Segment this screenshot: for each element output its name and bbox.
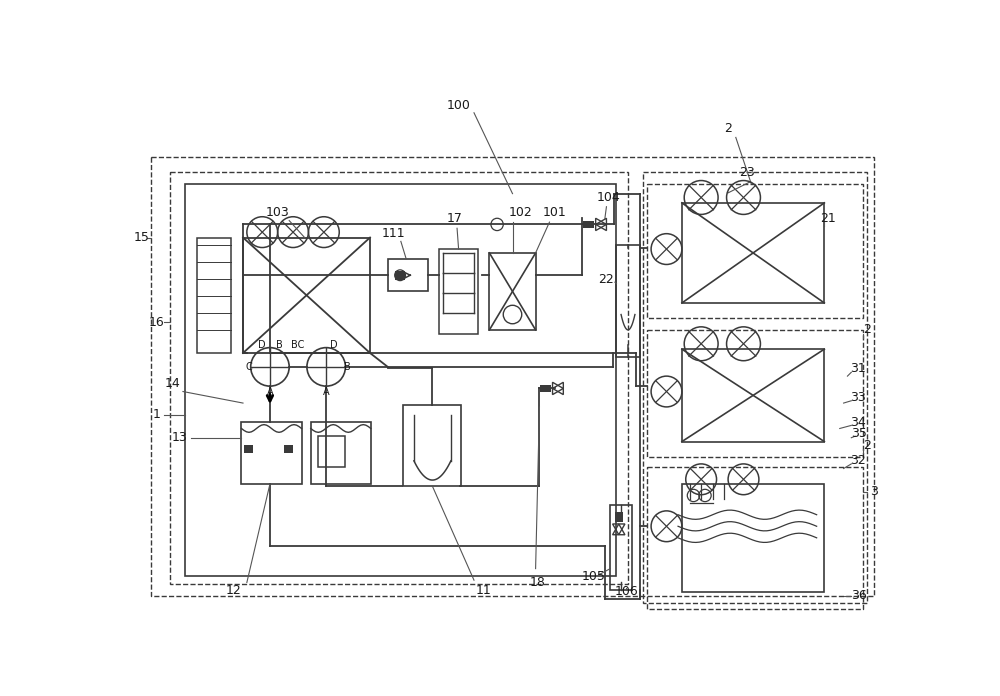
Bar <box>395 271 405 280</box>
Bar <box>439 249 478 334</box>
Text: 103: 103 <box>266 207 290 219</box>
Text: 34: 34 <box>850 416 865 429</box>
Text: B: B <box>344 362 351 372</box>
Text: B: B <box>276 340 283 350</box>
Bar <box>244 445 253 453</box>
Bar <box>616 245 640 357</box>
Text: C: C <box>245 362 252 372</box>
Bar <box>615 512 623 523</box>
Bar <box>197 237 231 353</box>
Text: 17: 17 <box>447 212 463 225</box>
Bar <box>682 484 824 592</box>
Text: 14: 14 <box>164 377 180 390</box>
Bar <box>151 157 874 596</box>
Bar <box>647 330 863 457</box>
Text: 23: 23 <box>739 166 755 179</box>
Text: A: A <box>267 387 273 397</box>
Bar <box>583 221 594 228</box>
Bar <box>318 436 345 467</box>
Text: 11: 11 <box>475 584 491 596</box>
Text: A: A <box>323 387 329 397</box>
Text: 21: 21 <box>820 212 836 225</box>
Text: 2: 2 <box>724 122 732 135</box>
Text: 2: 2 <box>863 324 871 336</box>
Text: 33: 33 <box>850 391 865 404</box>
Text: 101: 101 <box>543 207 567 219</box>
Text: 36: 36 <box>851 589 867 602</box>
Bar <box>403 405 461 487</box>
Bar <box>311 422 371 484</box>
Text: 1: 1 <box>153 408 161 421</box>
Bar <box>647 184 863 318</box>
Bar <box>241 422 302 484</box>
Bar <box>489 253 536 330</box>
Bar <box>643 172 867 603</box>
Text: 104: 104 <box>597 191 621 204</box>
Bar <box>284 445 293 453</box>
Bar <box>540 385 551 393</box>
Bar <box>682 203 824 303</box>
Text: BC: BC <box>291 340 304 350</box>
Text: 35: 35 <box>851 427 867 441</box>
Text: 16: 16 <box>149 316 165 329</box>
Bar <box>610 505 632 590</box>
Text: 13: 13 <box>172 432 188 444</box>
Text: 12: 12 <box>226 584 242 596</box>
Text: 32: 32 <box>850 454 865 467</box>
Text: 15: 15 <box>133 231 149 244</box>
Text: 22: 22 <box>599 274 614 286</box>
Text: 102: 102 <box>508 207 532 219</box>
Bar <box>682 349 824 441</box>
Text: D: D <box>258 340 266 350</box>
Text: 2: 2 <box>863 439 871 452</box>
Bar <box>243 237 370 353</box>
Text: 18: 18 <box>529 576 545 589</box>
Bar <box>185 184 616 576</box>
Text: 31: 31 <box>850 362 865 375</box>
Text: D: D <box>330 340 338 350</box>
Bar <box>647 467 863 610</box>
Text: 106: 106 <box>615 585 638 599</box>
Text: 105: 105 <box>581 570 605 583</box>
Text: 100: 100 <box>447 99 471 111</box>
Bar <box>170 172 628 584</box>
Text: 111: 111 <box>381 227 405 240</box>
Text: 3: 3 <box>870 485 878 498</box>
Bar <box>388 259 428 292</box>
